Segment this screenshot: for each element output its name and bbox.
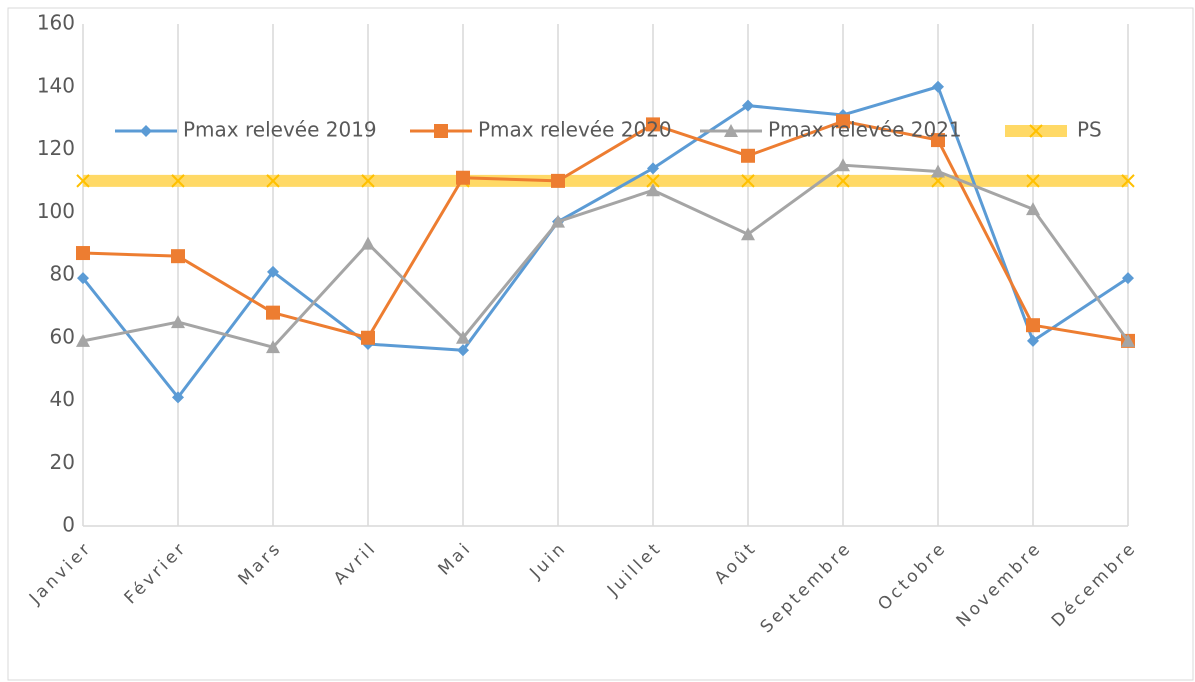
legend-label: Pmax relevée 2020 <box>478 118 672 142</box>
marker <box>266 340 280 354</box>
marker <box>741 148 755 163</box>
marker <box>1026 174 1040 188</box>
marker <box>931 133 945 148</box>
marker <box>171 249 185 264</box>
marker <box>172 391 184 404</box>
marker <box>361 174 375 188</box>
marker <box>77 272 89 285</box>
marker <box>932 80 944 93</box>
series-line <box>82 119 1129 343</box>
legend-label: PS <box>1077 118 1102 142</box>
legend-label: Pmax relevée 2019 <box>183 118 377 142</box>
marker <box>836 158 850 172</box>
y-tick-label: 100 <box>37 199 75 223</box>
marker <box>836 114 850 129</box>
marker <box>646 183 660 197</box>
y-tick-label: 120 <box>37 136 75 160</box>
y-tick-label: 160 <box>37 11 75 35</box>
y-tick-label: 40 <box>50 387 75 411</box>
marker <box>836 174 850 188</box>
marker <box>1027 334 1039 347</box>
marker <box>742 99 754 112</box>
marker <box>171 174 185 188</box>
marker <box>456 330 470 344</box>
marker <box>76 246 90 261</box>
marker <box>266 305 280 320</box>
y-tick-label: 60 <box>50 324 75 348</box>
marker <box>1029 124 1043 138</box>
marker <box>1121 333 1135 347</box>
marker <box>551 173 565 188</box>
marker <box>140 125 152 137</box>
marker <box>76 174 90 188</box>
marker <box>267 265 279 278</box>
marker <box>551 214 565 228</box>
marker <box>1122 272 1134 285</box>
marker <box>266 174 280 188</box>
marker <box>1026 318 1040 333</box>
marker <box>646 174 660 188</box>
marker <box>724 124 738 137</box>
marker <box>456 170 470 185</box>
marker <box>646 117 660 132</box>
y-tick-label: 0 <box>62 513 75 537</box>
series-line <box>81 85 1129 399</box>
chart-frame <box>7 7 1194 681</box>
marker <box>1121 174 1135 188</box>
series-line <box>82 163 1130 349</box>
marker <box>434 124 448 138</box>
marker <box>931 164 945 178</box>
marker <box>76 333 90 347</box>
y-tick-label: 140 <box>37 73 75 97</box>
y-tick-label: 80 <box>50 262 75 286</box>
marker <box>1026 202 1040 216</box>
y-tick-label: 20 <box>50 450 75 474</box>
marker <box>171 315 185 329</box>
marker <box>741 174 755 188</box>
marker <box>647 162 659 175</box>
marker <box>741 227 755 241</box>
marker <box>457 344 469 357</box>
marker <box>361 236 375 250</box>
marker <box>361 330 375 345</box>
legend-label: Pmax relevée 2021 <box>768 118 962 142</box>
